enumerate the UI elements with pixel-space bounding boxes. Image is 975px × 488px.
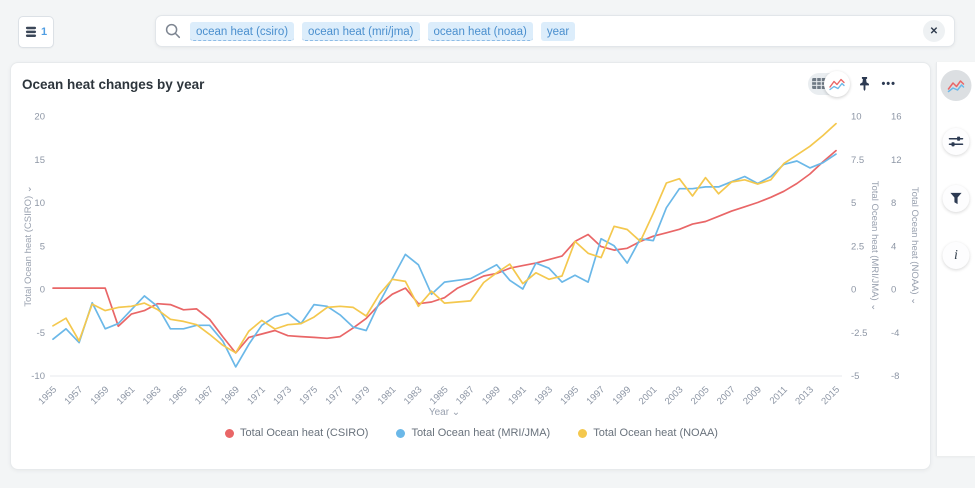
series-line[interactable] [53, 151, 836, 353]
x-axis-tick: 1955 [36, 384, 59, 407]
x-axis-tick: 1985 [428, 384, 451, 407]
left-axis-tick: 20 [34, 112, 45, 123]
x-axis-tick: 1977 [323, 384, 346, 407]
x-axis-tick: 1975 [297, 384, 320, 407]
x-axis-tick: 1987 [454, 384, 477, 407]
search-token[interactable]: year [541, 22, 575, 41]
right2-axis-tick: 4 [891, 241, 896, 252]
legend-dot-icon [396, 429, 405, 438]
right2-axis-tick: -4 [891, 328, 899, 339]
left-axis-tick: 15 [34, 155, 45, 166]
right1-axis-tick: 5 [851, 198, 856, 209]
x-axis-tick: 2009 [741, 384, 764, 407]
right1-axis-tick: 7.5 [851, 155, 864, 166]
mini-chart-icon [948, 79, 965, 93]
legend-dot-icon [578, 429, 587, 438]
x-axis-tick: 1993 [532, 384, 555, 407]
x-axis-tick: 1991 [506, 384, 529, 407]
series-line[interactable] [53, 154, 836, 367]
visualization-button[interactable] [941, 70, 972, 101]
settings-button[interactable] [943, 128, 970, 155]
chart-legend: Total Ocean heat (CSIRO) Total Ocean heat… [11, 427, 932, 439]
filter-button[interactable] [943, 185, 970, 212]
legend-label: Total Ocean heat (NOAA) [593, 427, 718, 439]
right1-axis-tick: 10 [851, 112, 862, 123]
left-axis-tick: -10 [31, 371, 45, 382]
x-axis-tick: 1999 [611, 384, 634, 407]
x-axis-tick: 1969 [219, 384, 242, 407]
info-icon: i [954, 248, 958, 264]
x-axis-tick: 2015 [819, 384, 842, 407]
legend-dot-icon [225, 429, 234, 438]
legend-item[interactable]: Total Ocean heat (MRI/JMA) [396, 427, 550, 439]
x-axis-tick: 2005 [689, 384, 712, 407]
right1-axis-tick: -5 [851, 371, 859, 382]
funnel-icon [950, 192, 963, 205]
x-axis-tick: 2003 [663, 384, 686, 407]
x-axis-tick: 1997 [584, 384, 607, 407]
left-axis-tick: -5 [37, 328, 45, 339]
left-axis-label[interactable]: Total Ocean heat (CSIRO) ⌄ [23, 185, 34, 306]
search-icon [165, 23, 181, 39]
question-card: Ocean heat changes by year ••• 20151050-… [10, 62, 931, 470]
x-axis-tick: 1961 [115, 384, 138, 407]
x-axis-tick: 1995 [558, 384, 581, 407]
right2-axis-tick: -8 [891, 371, 899, 382]
database-count: 1 [41, 26, 47, 38]
x-axis-tick: 1971 [245, 384, 268, 407]
legend-label: Total Ocean heat (MRI/JMA) [411, 427, 550, 439]
x-axis-label[interactable]: Year ⌄ [429, 407, 460, 418]
x-axis-tick: 1979 [350, 384, 373, 407]
x-axis-tick: 1973 [271, 384, 294, 407]
left-axis-tick: 5 [40, 241, 45, 252]
right-toolbar: i [936, 62, 975, 456]
clear-search-button[interactable]: ✕ [923, 20, 945, 42]
info-button[interactable]: i [943, 242, 970, 269]
legend-label: Total Ocean heat (CSIRO) [240, 427, 368, 439]
right-axis-label-noaa[interactable]: Total Ocean heat (NOAA) ⌄ [909, 187, 920, 305]
right2-axis-tick: 8 [891, 198, 896, 209]
search-token[interactable]: ocean heat (csiro) [190, 22, 294, 41]
right-axis-label-mri[interactable]: Total Ocean heat (MRI/JMA) ⌄ [869, 181, 880, 311]
legend-item[interactable]: Total Ocean heat (CSIRO) [225, 427, 368, 439]
x-axis-tick: 2011 [768, 384, 790, 406]
right1-axis-tick: 2.5 [851, 241, 864, 252]
legend-item[interactable]: Total Ocean heat (NOAA) [578, 427, 718, 439]
x-axis-tick: 1981 [376, 384, 399, 407]
right1-axis-tick: -2.5 [851, 328, 867, 339]
x-axis-tick: 2001 [637, 384, 660, 407]
series-line[interactable] [53, 124, 836, 353]
x-axis-tick: 1957 [62, 384, 85, 407]
left-axis-tick: 0 [40, 285, 45, 296]
left-axis-tick: 10 [34, 198, 45, 209]
x-axis-tick: 1967 [193, 384, 216, 407]
right2-axis-tick: 0 [891, 285, 896, 296]
right1-axis-tick: 0 [851, 285, 856, 296]
search-token-list[interactable]: ocean heat (csiro) ocean heat (mri/jma) oc… [190, 22, 923, 41]
right2-axis-tick: 16 [891, 112, 902, 123]
search-token[interactable]: ocean heat (noaa) [428, 22, 533, 41]
sliders-icon [949, 135, 964, 148]
x-axis-tick: 2013 [793, 384, 816, 407]
line-chart[interactable]: 20151050-5-10107.552.50-2.5-51612840-4-8… [11, 63, 932, 471]
database-icon [25, 26, 37, 38]
x-axis-tick: 1983 [402, 384, 425, 407]
right2-axis-tick: 12 [891, 155, 902, 166]
search-bar[interactable]: ocean heat (csiro) ocean heat (mri/jma) oc… [155, 15, 955, 47]
database-selector[interactable]: 1 [18, 16, 54, 48]
x-axis-tick: 1989 [480, 384, 503, 407]
x-axis-tick: 1965 [167, 384, 190, 407]
x-axis-tick: 2007 [715, 384, 738, 407]
search-token[interactable]: ocean heat (mri/jma) [302, 22, 419, 41]
x-axis-tick: 1959 [89, 384, 112, 407]
x-axis-tick: 1963 [141, 384, 164, 407]
close-icon: ✕ [930, 26, 938, 37]
